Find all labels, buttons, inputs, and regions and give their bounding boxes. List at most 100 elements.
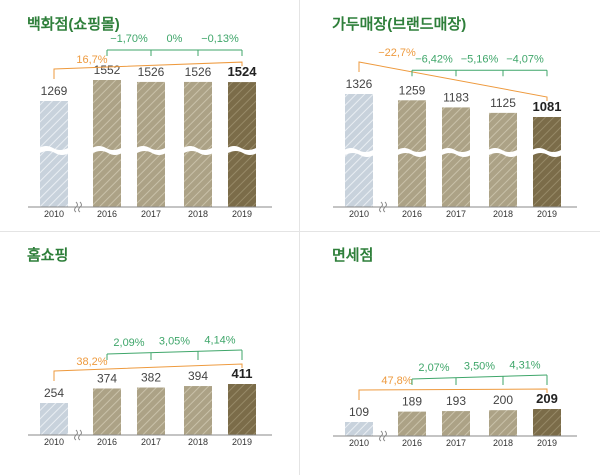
chart-title: 가두매장(브랜드매장) [332,15,466,33]
category-label: 2017 [446,438,466,448]
growth-bracket [53,61,243,79]
bar-break-wave [92,146,122,155]
bar-break-wave [397,148,427,157]
bar-2019 [228,82,256,207]
category-label: 2010 [349,438,369,448]
bar-2010 [40,403,68,435]
value-label: 1526 [138,65,165,79]
category-label: 2018 [188,209,208,219]
value-label: 1081 [533,99,562,114]
bar-break-wave [344,148,374,157]
yoy-label: −5,16% [461,53,499,65]
value-label: 1269 [41,84,68,98]
panel-divider-horizontal [0,231,600,232]
value-label: 382 [141,371,161,385]
value-label: 189 [402,395,422,409]
category-label: 2019 [537,438,557,448]
category-label: 2017 [446,209,466,219]
value-label: 1183 [443,90,469,104]
value-label: 1259 [399,83,426,97]
category-label: 2016 [97,437,117,447]
bar-2016 [93,80,121,207]
bar-2018 [489,112,517,207]
chart-panel-3: 홈쇼핑 254 2010 374 2016 382 2017 394 2018 411 2019 38… [27,246,272,447]
chart-title: 백화점(쇼핑몰) [27,15,120,33]
axis-break-marker [379,430,387,442]
value-label: 374 [97,371,117,385]
value-label: 193 [446,394,466,408]
yoy-label: 2,07% [418,362,449,374]
bar-2018 [184,386,212,435]
growth-bracket [358,388,548,400]
category-label: 2010 [44,437,64,447]
value-label: 254 [44,386,64,400]
axis-break-marker [74,429,82,441]
bar-break-wave [39,146,69,155]
bar-2016 [93,388,121,435]
value-label: 1524 [228,64,258,79]
value-label: 109 [349,405,369,419]
yoy-label: −0,13% [201,33,239,45]
bar-break-wave [532,148,562,157]
chart-title: 면세점 [332,246,373,264]
growth-label: 47,8% [381,375,412,387]
value-label: 209 [536,391,558,406]
value-label: 411 [232,366,253,381]
growth-label: 38,2% [76,356,107,368]
category-label: 2016 [402,438,422,448]
bar-2017 [442,411,470,436]
yoy-label: −1,70% [110,33,148,45]
growth-bracket [358,61,548,101]
yoy-label: 4,14% [204,334,235,346]
bar-break-wave [183,146,213,155]
bar-2019 [533,117,561,207]
bar-break-wave [136,146,166,155]
value-label: 1526 [185,65,212,79]
value-label: 1125 [490,96,516,110]
category-label: 2018 [493,438,513,448]
category-label: 2019 [232,437,252,447]
bar-2017 [137,387,165,435]
category-label: 2010 [349,209,369,219]
value-label: 394 [188,369,208,383]
bar-2018 [489,410,517,436]
yoy-label: −6,42% [415,53,453,65]
growth-bracket [53,363,243,381]
axis-break-marker [379,201,387,213]
yoy-label: 3,05% [159,336,190,348]
yoy-line [106,349,243,355]
yoy-label: 4,31% [509,359,540,371]
bar-2018 [184,81,212,207]
bar-break-wave [488,148,518,157]
bar-2016 [398,411,426,436]
category-label: 2016 [402,209,422,219]
bar-2019 [228,384,256,435]
bar-break-wave [441,148,471,157]
chart-panel-2: 가두매장(브랜드매장) 1326 2010 1259 2016 1183 2017 1125 2… [332,15,577,219]
bar-2017 [442,107,470,207]
bar-2010 [345,422,373,436]
bar-2017 [137,81,165,207]
yoy-label: 0% [167,33,183,45]
category-label: 2019 [537,209,557,219]
chart-panel-1: 백화점(쇼핑몰)12692010155220161526201715262018… [27,15,272,219]
value-label: 200 [493,393,513,407]
category-label: 2016 [97,209,117,219]
category-label: 2018 [188,437,208,447]
chart-panel-4: 면세점 109 2010 189 2016 193 2017 200 2018 209 2019 47… [332,246,577,448]
yoy-label: 3,50% [464,361,495,373]
growth-label: 16,7% [76,54,107,66]
category-label: 2017 [141,209,161,219]
category-label: 2019 [232,209,252,219]
value-label: 1326 [346,77,373,91]
yoy-line [411,374,548,380]
axis-break-marker [74,201,82,213]
panel-divider-vertical [299,0,300,475]
bar-2019 [533,409,561,436]
category-label: 2017 [141,437,161,447]
chart-title: 홈쇼핑 [27,246,68,264]
yoy-label: −4,07% [506,53,544,65]
growth-label: −22,7% [378,47,416,59]
bar-break-wave [227,146,257,155]
